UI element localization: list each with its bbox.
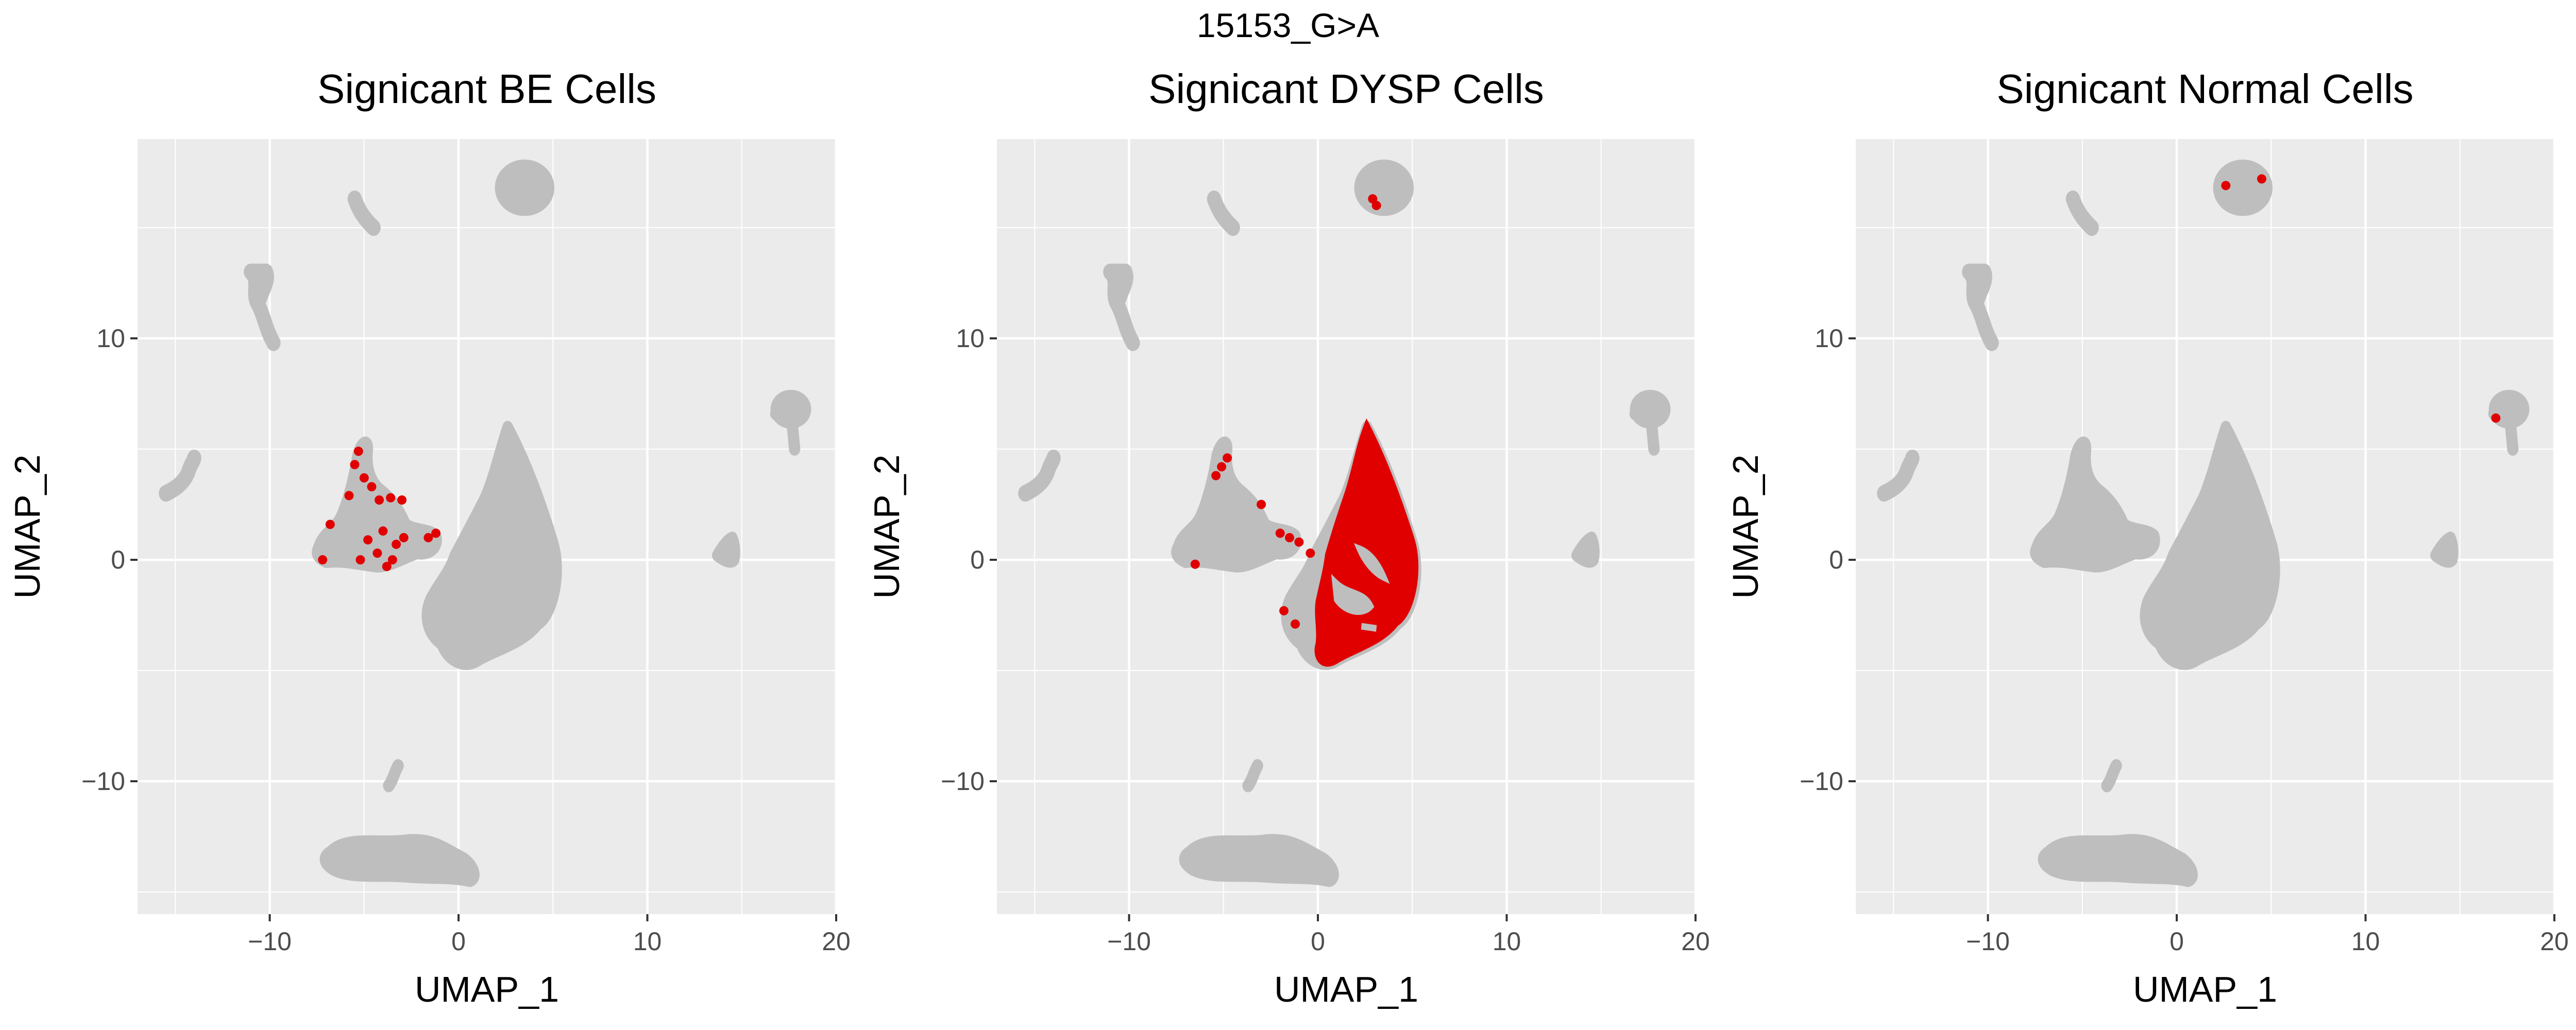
significant-cell-point bbox=[372, 548, 382, 558]
significant-cell-point bbox=[359, 473, 369, 483]
x-tick-label: 20 bbox=[2540, 927, 2569, 956]
x-tick-label: 20 bbox=[822, 927, 851, 956]
significant-cell-point bbox=[1257, 500, 1266, 509]
significant-cell-point bbox=[1279, 606, 1289, 615]
x-tick-label: 10 bbox=[2351, 927, 2380, 956]
significant-cell-point bbox=[1190, 559, 1200, 569]
y-tick-label: −10 bbox=[81, 767, 125, 796]
significant-cell-point bbox=[344, 491, 354, 501]
significant-cell-point bbox=[350, 460, 360, 470]
y-tick-label: 10 bbox=[956, 324, 985, 353]
x-tick-label: 20 bbox=[1681, 927, 1710, 956]
significant-cell-point bbox=[353, 447, 363, 456]
significant-cell-point bbox=[318, 555, 328, 564]
x-tick-label: 0 bbox=[2170, 927, 2184, 956]
panel-normal-cells: −10 0 10 20 −10 0 10 Signicant Normal Cells UMAP… bbox=[1725, 66, 2569, 1009]
y-tick-label: −10 bbox=[941, 767, 985, 796]
significant-cell-point bbox=[386, 493, 396, 503]
significant-cell-point bbox=[431, 528, 441, 538]
x-tick-label: −10 bbox=[248, 927, 292, 956]
y-tick-label: 0 bbox=[111, 545, 125, 574]
y-tick-label: 10 bbox=[1815, 324, 1843, 353]
significant-cell-point bbox=[1291, 619, 1300, 629]
y-tick-label: 0 bbox=[970, 545, 985, 574]
y-tick-label: 10 bbox=[96, 324, 125, 353]
significant-cell-point bbox=[2221, 181, 2231, 191]
x-tick-label: 0 bbox=[451, 927, 466, 956]
significant-cell-point bbox=[392, 539, 401, 549]
significant-cell-point bbox=[1294, 537, 1304, 547]
x-tick-label: 10 bbox=[633, 927, 662, 956]
significant-cell-point bbox=[1306, 548, 1315, 558]
significant-cell-point bbox=[378, 526, 388, 536]
panel-be-cells: −10 0 10 20 −10 0 10 Signicant BE Cells UMAP_1 UM… bbox=[7, 66, 851, 1009]
significant-cell-point bbox=[1275, 528, 1285, 538]
x-axis-label: UMAP_1 bbox=[415, 969, 559, 1009]
x-tick-label: −10 bbox=[1107, 927, 1151, 956]
y-axis-label: UMAP_2 bbox=[7, 454, 47, 598]
significant-cell-point bbox=[387, 555, 397, 564]
cell-clusters bbox=[1025, 166, 1665, 881]
y-tick-label: −10 bbox=[1800, 767, 1843, 796]
x-axis-label: UMAP_1 bbox=[1274, 969, 1418, 1009]
y-axis-label: UMAP_2 bbox=[1725, 454, 1766, 598]
significant-cell-point bbox=[2491, 413, 2501, 423]
significant-cell-point bbox=[1371, 201, 1381, 210]
x-tick-label: −10 bbox=[1966, 927, 2010, 956]
cluster-gap bbox=[1331, 543, 1390, 632]
panel-dysp-cells: −10 0 10 20 −10 0 10 Signicant DYSP Cells UMAP_1… bbox=[867, 66, 1710, 1009]
panel-title: Signicant BE Cells bbox=[317, 66, 656, 112]
significant-cell-point bbox=[363, 535, 373, 545]
figure-title: 15153_G>A bbox=[1197, 6, 1379, 44]
y-tick-label: 0 bbox=[1829, 545, 1843, 574]
x-axis-label: UMAP_1 bbox=[2133, 969, 2277, 1009]
x-tick-label: 10 bbox=[1493, 927, 1521, 956]
significant-cell-point bbox=[1285, 533, 1295, 542]
panel-title: Signicant Normal Cells bbox=[1996, 66, 2413, 112]
panel-title: Signicant DYSP Cells bbox=[1148, 66, 1544, 112]
significant-cell-point bbox=[423, 533, 433, 542]
significant-cell-point bbox=[367, 482, 377, 492]
significant-cell-point bbox=[399, 533, 409, 542]
significant-cell-point bbox=[325, 520, 335, 529]
y-axis-label: UMAP_2 bbox=[867, 454, 907, 598]
x-tick-label: 0 bbox=[1311, 927, 1325, 956]
significant-cell-point bbox=[2257, 174, 2266, 184]
significant-cell-point bbox=[355, 555, 365, 564]
significant-cell-point bbox=[1211, 471, 1221, 480]
significant-cell-point bbox=[375, 495, 384, 505]
significant-cell-point bbox=[397, 495, 407, 505]
significant-cell-point bbox=[1217, 462, 1227, 472]
significant-cell-point bbox=[1223, 453, 1232, 463]
significant-cell-point bbox=[382, 561, 392, 571]
